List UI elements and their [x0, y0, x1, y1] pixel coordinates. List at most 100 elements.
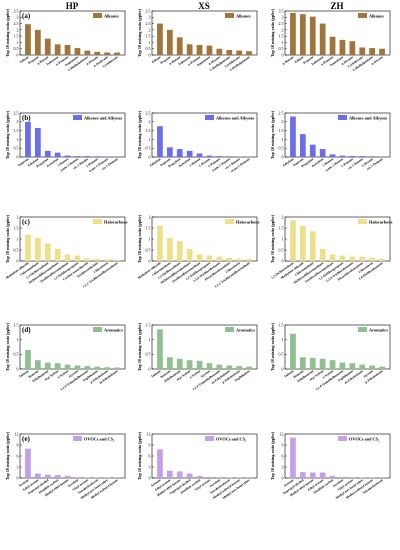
- panel-b-xs: 0 0.5 1 1.5 2 2.5 Top 10 mixing ratio (ppbv) Et…: [137, 110, 258, 173]
- panel-b-hp: 0 0.5 1 1.5 2 2.5 Top 10 mixing ratio (ppbv) Is…: [5, 110, 126, 173]
- x-tick-label: Acetone: [18, 478, 30, 488]
- y-tick-label: 2: [17, 214, 19, 219]
- legend-swatch: [358, 327, 367, 332]
- x-tick-label: n-Pentane: [187, 55, 201, 67]
- x-tick-label: Styrene: [363, 369, 375, 379]
- bar-n-hexane: [349, 41, 356, 55]
- legend-swatch: [338, 436, 347, 441]
- y-tick-label: 1: [282, 337, 284, 342]
- bar-trichlorofluoromethane: [329, 254, 336, 261]
- y-tick-label: 1.5: [146, 34, 151, 39]
- bar-hexachlorobutadiene: [359, 257, 366, 261]
- y-tick-label: 3.5: [14, 8, 19, 13]
- bar-1-2-4-trimethylbenzene: [84, 366, 91, 369]
- y-tick-label: 1.5: [14, 34, 19, 39]
- bar-cyclohexane: [236, 50, 243, 55]
- bar-1-2-4-trimethylbenzene: [339, 362, 346, 369]
- x-tick-label: n-Pentane: [320, 55, 334, 67]
- plot-frame: [284, 10, 391, 56]
- y-tick-label: 1: [282, 236, 284, 241]
- bar-dichlorodifluoromethane: [319, 248, 326, 261]
- panel-letter: (d): [22, 326, 31, 334]
- x-tick-label: Acetone: [150, 478, 162, 488]
- panel-d-zh: 0 0.5 1 1.5 Top 10 mixing ratio (ppbv) Toluen…: [270, 322, 391, 391]
- legend-label: Alkanes: [104, 13, 119, 18]
- x-tick-label: o-Xylene: [322, 369, 335, 380]
- bar-ethylene: [157, 126, 163, 157]
- bar-methyl-ethyl-ketone: [64, 475, 71, 478]
- bar-ethane: [299, 14, 306, 56]
- plot-frame: [151, 112, 258, 158]
- bar-n-butane: [176, 37, 183, 55]
- x-tick-label: n-Butane: [36, 55, 49, 66]
- x-tick-label: n-Pentane: [55, 55, 69, 67]
- y-tick-label: 12: [147, 431, 151, 436]
- legend-swatch: [205, 115, 214, 120]
- y-axis-label: Top 10 mixing ratio (ppbv): [270, 322, 275, 371]
- bar-isopentane: [74, 48, 81, 55]
- bar-naphthalene: [246, 366, 252, 369]
- x-tick-label: o-Xylene: [57, 369, 70, 380]
- bar-m-p-xylene: [186, 360, 193, 369]
- bar-carbon-tetrachloride: [84, 258, 91, 261]
- y-tick-label: 1.5: [146, 128, 151, 133]
- bar-ethane: [157, 23, 163, 55]
- panel-a-xs: 00.511.5 22.53 3.5 Top 10 mixing ratio (ppb…: [137, 8, 258, 72]
- y-tick-label: 1.5: [279, 225, 284, 230]
- x-tick-label: Isobutane: [46, 55, 60, 67]
- bar-vinyl-acetate: [206, 476, 213, 478]
- x-tick-label: Ethylene: [27, 157, 40, 168]
- y-axis-label: Top 10 mixing ratio (ppbv): [270, 8, 275, 57]
- bar-trans-2-butene: [339, 155, 346, 157]
- y-tick-label: 1: [149, 337, 151, 342]
- bar-1-2-dichloropropane: [206, 255, 213, 261]
- bar-1-hexene: [206, 155, 213, 157]
- bar-isopropyl-alcohol: [299, 472, 306, 478]
- bar-n-butane: [44, 38, 51, 55]
- bar-1-2-dichloropropane: [74, 255, 81, 261]
- bar-trans-2-butene: [74, 156, 81, 157]
- panel-letter: (a): [22, 12, 31, 20]
- bar-1-2-4-trichlorobenzene: [349, 256, 356, 261]
- bar-trans-2-pentene: [104, 156, 111, 157]
- bar-trichlorofluoromethane: [196, 254, 203, 261]
- legend-swatch: [73, 115, 82, 120]
- y-tick-label: 0: [282, 52, 284, 57]
- x-tick-label: Styrene: [68, 369, 80, 379]
- bar-3-methylpentane: [246, 51, 252, 55]
- legend-label: Alkanes: [236, 13, 251, 18]
- y-tick-label: 0: [282, 258, 284, 263]
- y-tick-label: 2: [17, 27, 19, 32]
- bar-propane: [309, 16, 316, 55]
- bar-naphthalene: [349, 363, 356, 369]
- bar-m-p-xylene: [54, 363, 61, 369]
- y-tick-label: 0: [149, 52, 151, 57]
- y-tick-label: 1.5: [279, 34, 284, 39]
- x-tick-label: n-Butane: [282, 55, 295, 66]
- bar-methylene-chloride: [157, 225, 163, 261]
- x-tick-label: n-Butane: [168, 55, 181, 66]
- bar-isobutane: [186, 44, 193, 55]
- bar-methyl-ethyl-ketone: [309, 472, 316, 478]
- bar-naphthalene: [94, 366, 101, 369]
- x-tick-label: Acetylene: [46, 157, 60, 168]
- x-tick-label: Ethane: [151, 55, 162, 64]
- y-tick-label: 0: [17, 258, 19, 263]
- bar-1-2-4-trichlorobenzene: [216, 256, 223, 261]
- bar-1-butene: [329, 154, 336, 157]
- legend-swatch: [358, 219, 367, 224]
- y-tick-label: 3: [17, 15, 19, 20]
- y-tick-label: 1: [282, 40, 284, 45]
- y-tick-label: 0.5: [14, 247, 19, 252]
- bar-acetone: [157, 449, 163, 478]
- bar-isopropyl-alcohol: [186, 473, 193, 478]
- bar-2-methylpentane: [84, 50, 91, 55]
- bar-dichlorodifluoromethane: [54, 248, 61, 261]
- y-tick-label: 1: [149, 40, 151, 45]
- bar-1-hexene: [369, 156, 376, 157]
- bar-benzene: [34, 360, 41, 369]
- bar-methyl-tert-butyl-ether: [359, 477, 366, 478]
- bar-1-pentene: [349, 155, 356, 157]
